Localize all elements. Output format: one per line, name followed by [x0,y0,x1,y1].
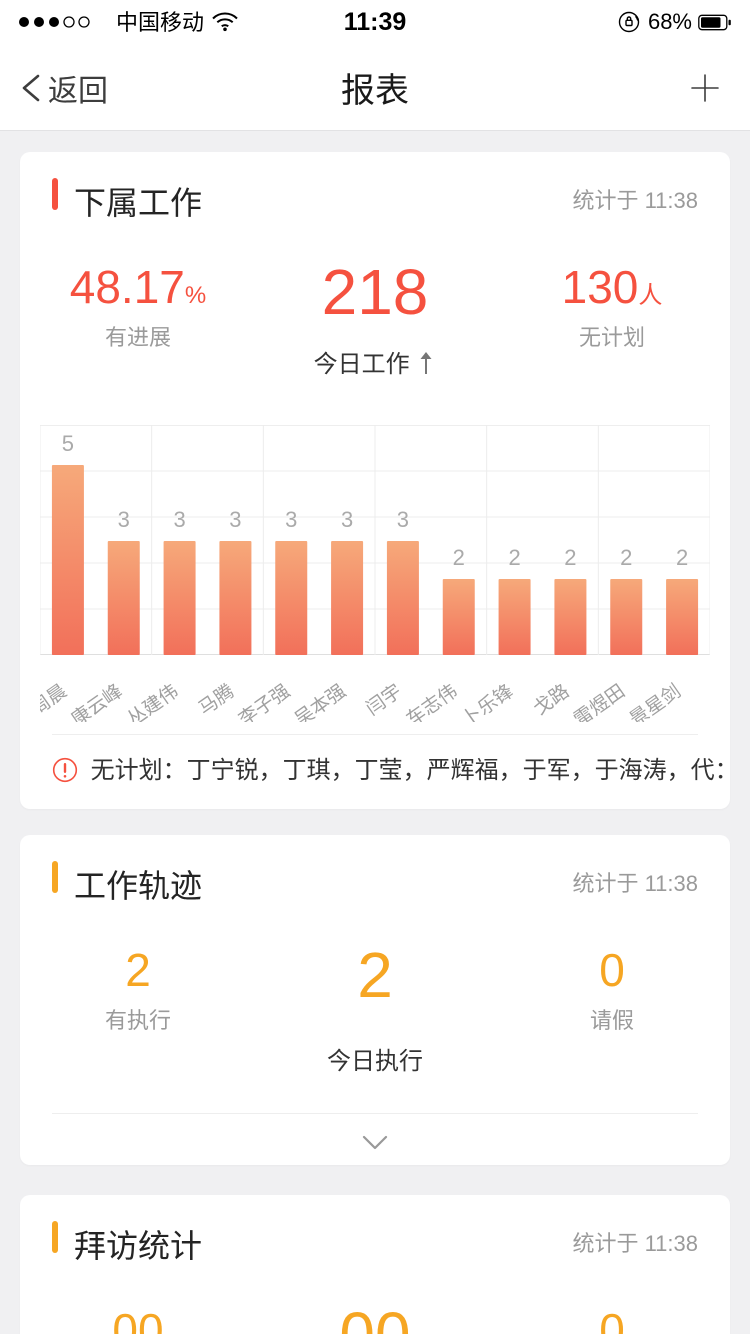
svg-text:雷煜田: 雷煜田 [570,680,629,722]
svg-text:戈路: 戈路 [530,680,574,720]
svg-text:3: 3 [118,507,130,532]
svg-text:康云峰: 康云峰 [67,680,126,722]
svg-text:3: 3 [397,507,409,532]
svg-text:2: 2 [620,545,632,570]
svg-text:5: 5 [62,431,74,456]
svg-text:景星剑: 景星剑 [626,680,685,722]
svg-text:闫宇: 闫宇 [362,680,406,720]
svg-text:吴本强: 吴本强 [291,680,350,722]
svg-text:2: 2 [453,545,465,570]
svg-text:车志伟: 车志伟 [402,680,461,722]
svg-text:李子强: 李子强 [235,680,294,722]
svg-text:卜乐锋: 卜乐锋 [458,680,517,722]
svg-text:3: 3 [285,507,297,532]
svg-text:周晨: 周晨 [40,681,71,720]
svg-text:马腾: 马腾 [195,680,239,720]
svg-text:3: 3 [341,507,353,532]
svg-text:3: 3 [173,507,185,532]
svg-text:2: 2 [676,545,688,570]
svg-text:2: 2 [508,545,520,570]
svg-text:2: 2 [564,545,576,570]
svg-text:3: 3 [229,507,241,532]
svg-text:丛建伟: 丛建伟 [123,680,182,722]
